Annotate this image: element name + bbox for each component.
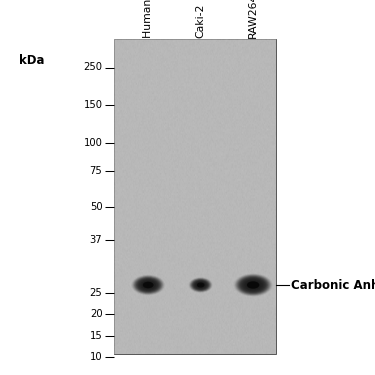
Ellipse shape <box>144 282 152 288</box>
Ellipse shape <box>138 279 158 291</box>
Ellipse shape <box>248 282 259 288</box>
Ellipse shape <box>195 282 206 288</box>
Ellipse shape <box>243 279 263 291</box>
Text: Human Kidney: Human Kidney <box>143 0 153 38</box>
Ellipse shape <box>199 284 202 286</box>
Ellipse shape <box>147 284 150 286</box>
Bar <box>114 39 276 354</box>
Ellipse shape <box>241 278 266 292</box>
Ellipse shape <box>238 276 268 294</box>
Text: kDa: kDa <box>19 54 45 67</box>
Text: 10: 10 <box>90 352 102 362</box>
Ellipse shape <box>235 274 271 296</box>
Ellipse shape <box>246 280 261 290</box>
Ellipse shape <box>247 281 259 289</box>
Ellipse shape <box>142 282 154 288</box>
Ellipse shape <box>194 280 208 290</box>
Ellipse shape <box>143 282 153 288</box>
Ellipse shape <box>195 281 207 289</box>
Ellipse shape <box>143 282 153 288</box>
Text: 250: 250 <box>83 63 102 72</box>
Ellipse shape <box>244 280 262 290</box>
Ellipse shape <box>141 280 155 290</box>
Ellipse shape <box>191 279 210 291</box>
Ellipse shape <box>142 281 154 289</box>
Ellipse shape <box>133 276 163 294</box>
Ellipse shape <box>192 279 210 291</box>
Ellipse shape <box>196 282 205 288</box>
Ellipse shape <box>134 276 162 294</box>
Ellipse shape <box>246 281 260 289</box>
Text: RAW264.7: RAW264.7 <box>248 0 258 38</box>
Ellipse shape <box>242 278 265 292</box>
Ellipse shape <box>236 275 270 295</box>
Ellipse shape <box>137 278 159 292</box>
Ellipse shape <box>189 278 212 292</box>
Text: 100: 100 <box>84 138 102 148</box>
Ellipse shape <box>189 278 212 292</box>
Text: Carbonic Anhydrase II: Carbonic Anhydrase II <box>291 279 375 291</box>
Ellipse shape <box>135 277 162 293</box>
Ellipse shape <box>140 280 156 290</box>
Ellipse shape <box>237 275 270 295</box>
Ellipse shape <box>132 275 165 295</box>
Text: 37: 37 <box>90 235 102 245</box>
Text: Caki-2: Caki-2 <box>196 3 206 38</box>
Ellipse shape <box>249 283 257 287</box>
Ellipse shape <box>197 283 204 287</box>
Ellipse shape <box>137 279 159 291</box>
Ellipse shape <box>251 284 256 286</box>
Ellipse shape <box>195 281 206 289</box>
Ellipse shape <box>139 279 158 291</box>
Ellipse shape <box>135 277 161 293</box>
Ellipse shape <box>132 275 164 295</box>
Ellipse shape <box>237 276 269 294</box>
Ellipse shape <box>192 279 209 291</box>
Ellipse shape <box>234 274 272 296</box>
Ellipse shape <box>199 284 202 286</box>
Ellipse shape <box>140 280 157 290</box>
Ellipse shape <box>145 283 152 287</box>
Ellipse shape <box>145 283 151 287</box>
Text: 15: 15 <box>90 331 102 340</box>
Ellipse shape <box>146 284 150 286</box>
Text: 25: 25 <box>90 288 102 298</box>
Ellipse shape <box>245 280 261 290</box>
Ellipse shape <box>192 280 209 290</box>
Ellipse shape <box>248 282 258 288</box>
Ellipse shape <box>198 284 203 286</box>
Text: 50: 50 <box>90 202 102 212</box>
Ellipse shape <box>250 283 256 287</box>
Ellipse shape <box>190 278 211 292</box>
Ellipse shape <box>196 282 205 288</box>
Text: 20: 20 <box>90 309 102 319</box>
Ellipse shape <box>197 282 204 288</box>
Text: 75: 75 <box>90 166 102 176</box>
Text: 150: 150 <box>83 100 102 110</box>
Ellipse shape <box>136 278 160 292</box>
Ellipse shape <box>194 281 207 289</box>
Ellipse shape <box>198 283 204 287</box>
Ellipse shape <box>242 279 264 291</box>
Ellipse shape <box>240 277 266 293</box>
Ellipse shape <box>190 278 211 292</box>
Ellipse shape <box>252 284 255 286</box>
Ellipse shape <box>200 284 202 286</box>
Ellipse shape <box>239 277 267 293</box>
Ellipse shape <box>193 280 208 290</box>
